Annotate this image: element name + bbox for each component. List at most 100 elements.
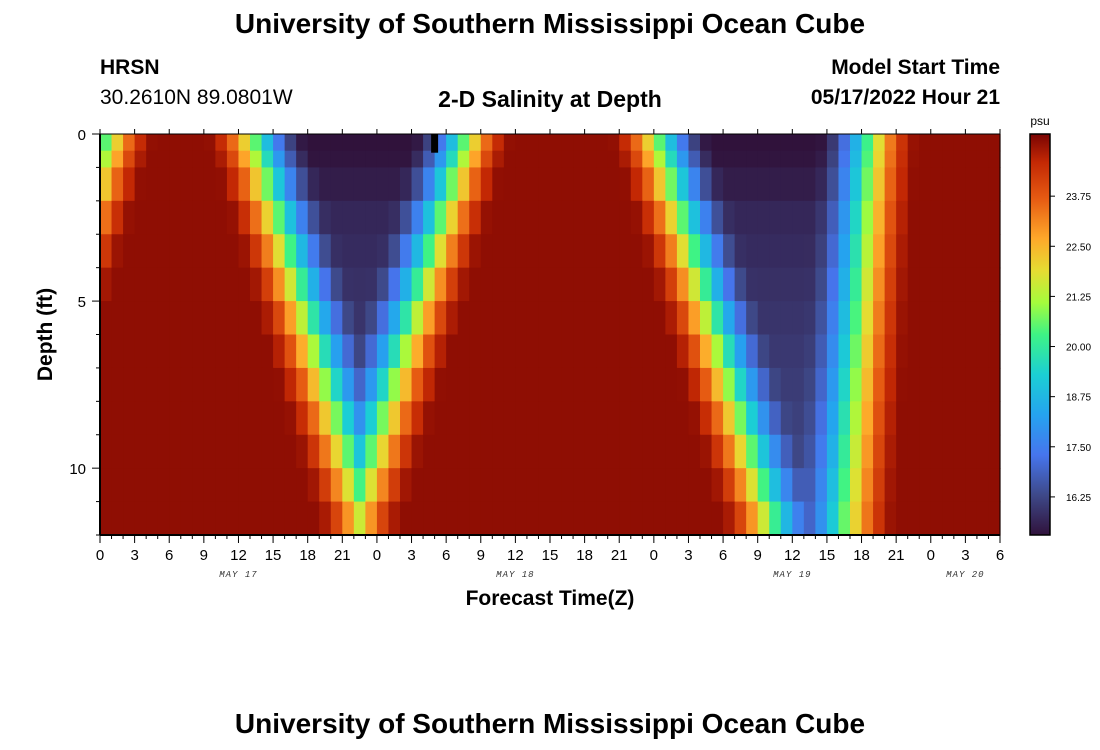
heatmap-cell [215,167,228,202]
heatmap-cell [238,434,251,469]
heatmap-cell [400,267,413,302]
heatmap-cell [192,134,205,152]
heatmap-cell [769,167,782,202]
heatmap-cell [319,501,332,536]
model-start-label: Model Start Time [831,56,1000,79]
heatmap-cell [850,367,863,402]
heatmap-cell [607,200,620,235]
heatmap-cell [480,434,493,469]
heatmap-cell [688,167,701,202]
heatmap-cell [711,150,724,169]
heatmap-cell [526,150,540,169]
heatmap-cell [365,167,378,202]
heatmap-cell [434,150,447,169]
heatmap-cell [365,234,378,269]
heatmap-cell [815,267,828,302]
heatmap-cell [180,134,193,152]
heatmap-cell [630,434,643,469]
heatmap-cell [515,134,528,152]
heatmap-cell [826,267,840,302]
heatmap-cell [896,401,909,436]
heatmap-cell [803,401,816,436]
heatmap-cell [815,434,828,469]
heatmap-cell [192,301,205,336]
heatmap-cell [215,334,228,369]
heatmap-cell [353,334,366,369]
heatmap-cell [757,200,770,235]
heatmap-cell [803,301,816,336]
heatmap-cell [411,267,424,302]
heatmap-cell [388,167,401,202]
heatmap-cell [988,150,1001,169]
heatmap-cell [203,150,216,169]
heatmap-cell [273,150,286,169]
heatmap-cell [550,401,563,436]
heatmap-cell [573,367,586,402]
heatmap-cell [111,150,124,169]
heatmap-cell [850,234,863,269]
heatmap-cell [665,401,678,436]
heatmap-cell [192,468,205,503]
heatmap-cell [757,401,770,436]
heatmap-cell [342,367,355,402]
heatmap-cell [873,501,886,536]
heatmap-cell [653,334,666,369]
heatmap-cell [538,167,551,202]
heatmap-cell [169,200,182,235]
heatmap-cell [226,200,240,235]
heatmap-cell [353,468,366,503]
heatmap-cell [284,267,297,302]
heatmap-cell [157,301,170,336]
heatmap-cell [261,167,274,202]
heatmap-cell [873,367,886,402]
heatmap-cell [700,367,713,402]
heatmap-cell [365,401,378,436]
heatmap-cell [769,234,782,269]
heatmap-cell [169,501,182,536]
heatmap-cell [653,234,666,269]
heatmap-cell [203,468,216,503]
heatmap-cell [307,434,320,469]
heatmap-cell [653,501,666,536]
heatmap-cell [307,134,320,152]
heatmap-cell [203,334,216,369]
heatmap-cell [284,234,297,269]
heatmap-cell [250,468,263,503]
heatmap-cell [342,134,355,152]
heatmap-cell [423,434,436,469]
heatmap-cell [896,150,909,169]
heatmap-cell [423,200,436,235]
heatmap-cell [953,150,966,169]
heatmap-cell [896,301,909,336]
heatmap-cell [815,401,828,436]
heatmap-cell [111,234,124,269]
heatmap-cell [192,334,205,369]
heatmap-cell [469,200,482,235]
heatmap-cell [538,401,551,436]
heatmap-cell [284,301,297,336]
heatmap-cell [550,134,563,152]
heatmap-cell [353,234,366,269]
heatmap-cell [434,267,447,302]
heatmap-cell [746,167,759,202]
heatmap-cell [480,301,493,336]
heatmap-cell [330,468,343,503]
heatmap-cell [642,468,655,503]
heatmap-cell [411,167,424,202]
heatmap-cell [100,167,113,202]
heatmap-cell [676,501,690,536]
heatmap-cell [515,167,528,202]
heatmap-cell [284,167,297,202]
heatmap-cell [526,301,540,336]
heatmap-cell [561,200,574,235]
heatmap-cell [965,167,978,202]
heatmap-cell [423,167,436,202]
heatmap-cell [469,434,482,469]
heatmap-cell [123,367,136,402]
heatmap-cell [261,501,274,536]
x-tick-label: 3 [684,547,692,564]
heatmap-cell [100,367,113,402]
heatmap-cell [815,234,828,269]
heatmap-cell [342,401,355,436]
heatmap-cell [134,434,147,469]
